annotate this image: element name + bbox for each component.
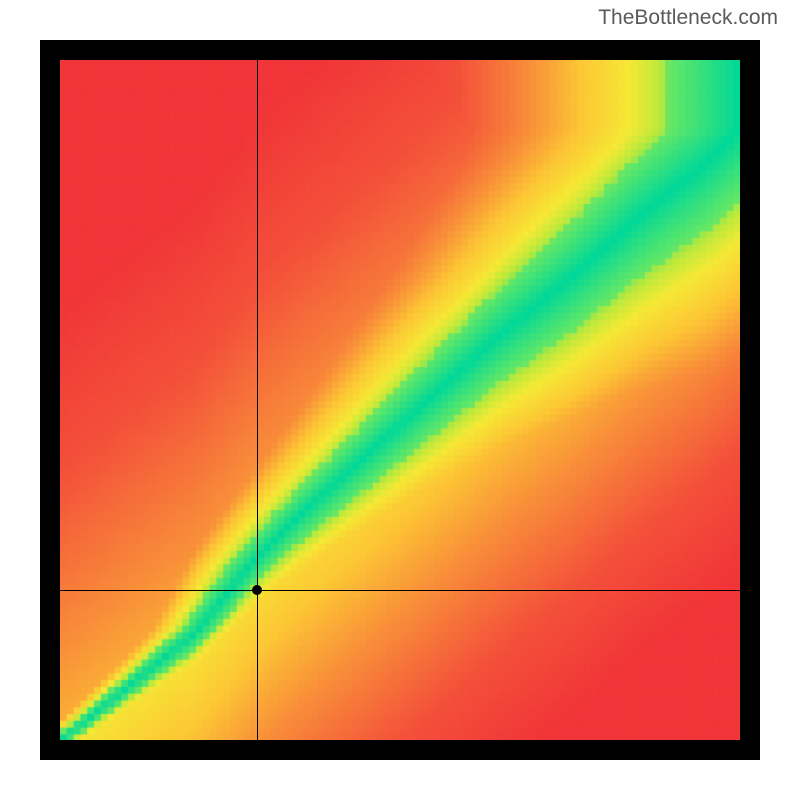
crosshair-vertical: [257, 60, 258, 740]
heatmap-canvas: [60, 60, 740, 740]
crosshair-marker: [252, 585, 262, 595]
plot-outer-border: [40, 40, 760, 760]
heatmap-area: [60, 60, 740, 740]
crosshair-horizontal: [60, 590, 740, 591]
watermark-label: TheBottleneck.com: [598, 6, 778, 30]
